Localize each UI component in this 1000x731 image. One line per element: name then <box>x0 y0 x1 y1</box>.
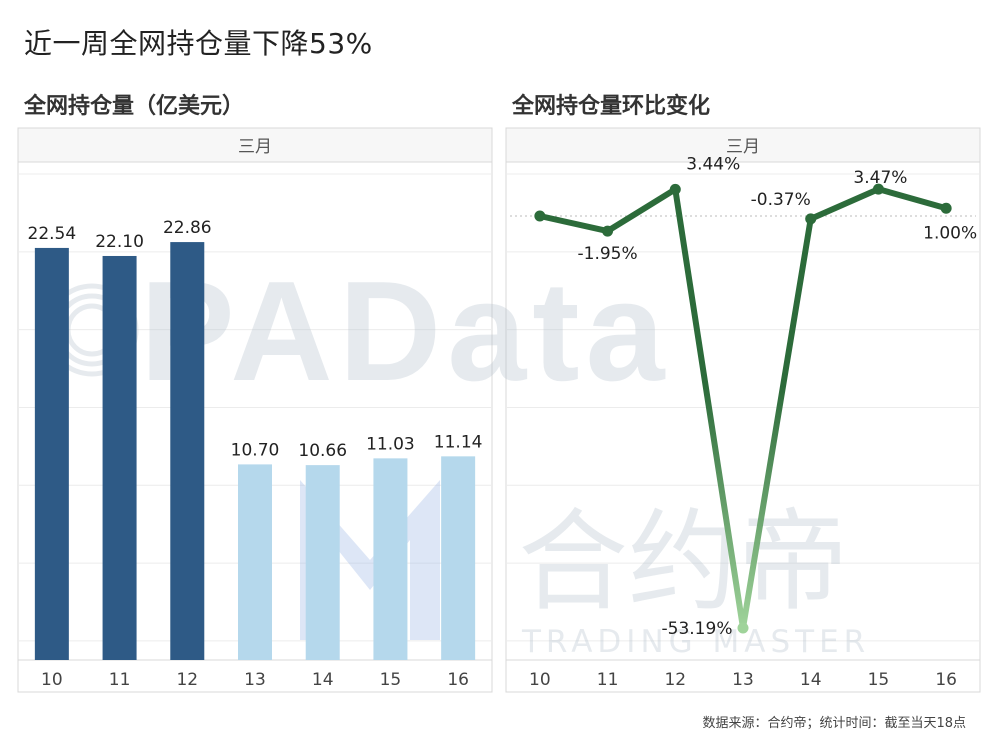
bar-value-label: 10.70 <box>231 440 280 460</box>
bar-value-label: 11.14 <box>434 432 483 452</box>
line-point-16 <box>940 202 952 214</box>
line-x-tick: 12 <box>664 670 686 690</box>
line-value-label: -0.37% <box>751 190 811 210</box>
line-value-label: 3.47% <box>853 168 907 188</box>
bar-chart-title: 全网持仓量（亿美元） <box>24 94 245 119</box>
bar-panel-header-bg <box>18 128 492 162</box>
bar-series: 22.54 10 22.10 11 22.86 12 10.70 13 10.66 14 11.03… <box>28 218 483 690</box>
bar-16 <box>441 456 476 660</box>
bar-panel-header-label: 三月 <box>238 137 272 157</box>
line-x-tick: 14 <box>800 670 822 690</box>
line-value-label: 1.00% <box>923 223 977 243</box>
line-panel-header-bg <box>506 128 980 162</box>
bar-14 <box>305 465 340 660</box>
bar-13 <box>238 464 272 660</box>
line-value-label: -53.19% <box>662 619 733 639</box>
bar-10 <box>34 247 69 660</box>
line-point-11 <box>602 225 614 237</box>
line-x-tick: 16 <box>935 670 957 690</box>
watermark-en: TRADING MASTER <box>521 624 870 660</box>
line-x-tick: 15 <box>868 670 890 690</box>
line-point-12 <box>669 183 681 195</box>
line-x-tick: 13 <box>732 670 754 690</box>
line-chart-title: 全网持仓量环比变化 <box>512 94 711 119</box>
bar-value-label: 22.10 <box>95 232 144 252</box>
bar-x-tick: 10 <box>41 670 63 690</box>
line-value-label: 3.44% <box>686 154 740 174</box>
bar-12 <box>170 242 205 660</box>
line-value-label: -1.95% <box>578 244 638 264</box>
line-point-10 <box>534 210 546 222</box>
bar-11 <box>102 255 137 661</box>
watermark-cn: 合约帝 <box>518 498 848 626</box>
bar-value-label: 22.86 <box>163 218 212 238</box>
line-series: 10 -1.95% 11 3.44% 12 -53.19% 13 -0.37% 14 3.47% 1… <box>529 154 977 690</box>
watermark-brand: PAData <box>140 252 671 411</box>
line-panel-frame <box>505 127 981 693</box>
bar-x-tick: 15 <box>380 670 402 690</box>
page-title: 近一周全网持仓量下降53% <box>24 27 373 60</box>
bar-x-tick: 12 <box>176 670 198 690</box>
bar-value-label: 10.66 <box>298 441 347 461</box>
line-x-tick: 11 <box>597 670 619 690</box>
bar-x-tick: 16 <box>447 670 469 690</box>
line-panel-header-label: 三月 <box>726 137 760 157</box>
bar-value-label: 22.54 <box>28 224 77 244</box>
line-point-15 <box>872 183 884 195</box>
bar-15 <box>373 458 408 660</box>
bar-x-tick: 11 <box>109 670 131 690</box>
bar-x-tick: 14 <box>312 670 334 690</box>
bar-panel-frame <box>17 127 493 693</box>
bar-x-tick: 13 <box>244 670 266 690</box>
footnote-source: 数据来源：合约帝；统计时间：截至当天18点 <box>702 716 966 731</box>
bar-value-label: 11.03 <box>366 434 415 454</box>
line-x-tick: 10 <box>529 670 551 690</box>
line-point-13 <box>737 622 749 634</box>
line-point-14 <box>805 213 817 225</box>
